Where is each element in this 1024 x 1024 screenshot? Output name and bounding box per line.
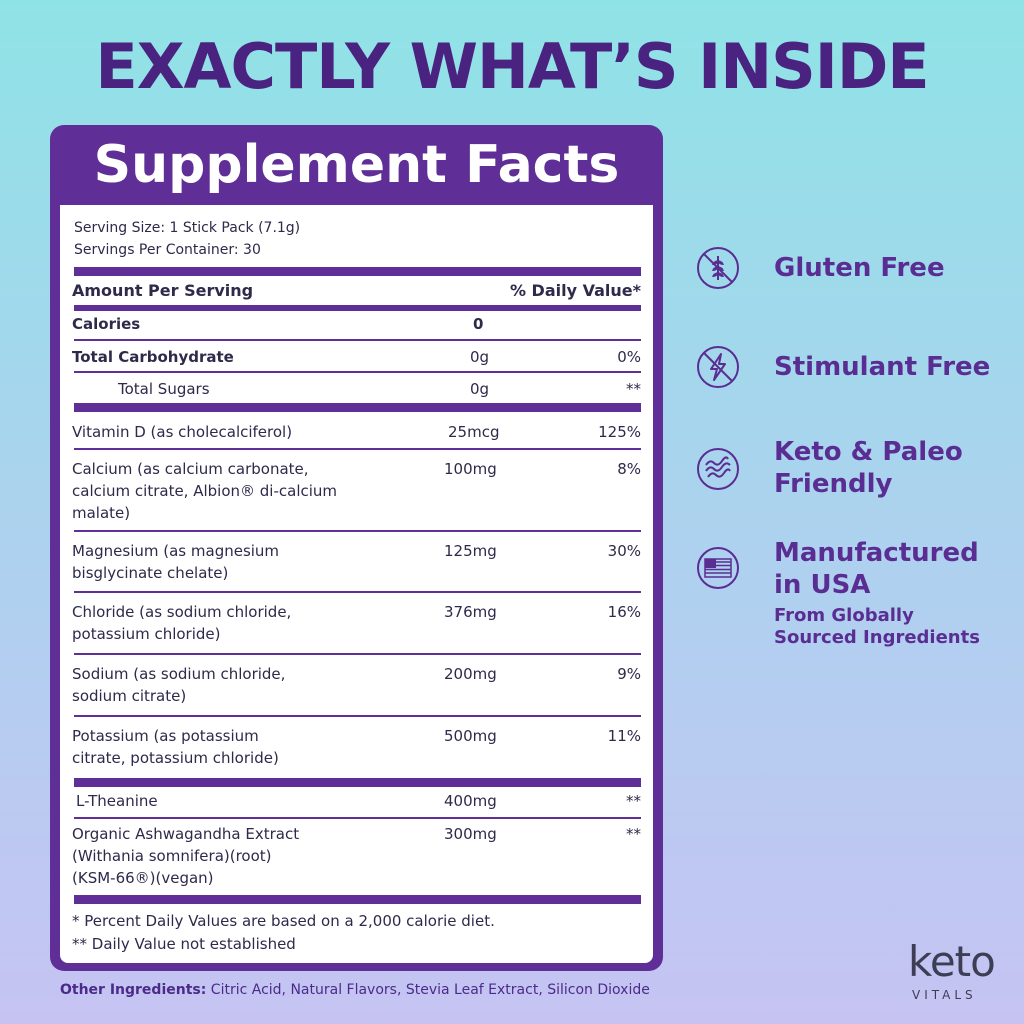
row-amount: 0: [473, 315, 484, 333]
row-dv: 30%: [607, 542, 641, 560]
servings-per-container: Servings Per Container: 30: [74, 242, 261, 258]
header-dv: % Daily Value*: [509, 281, 641, 300]
feature-made-in-usa-sub: From Globally Sourced Ingredients: [774, 605, 980, 649]
row-name-line: (KSM-66®)(vegan): [72, 869, 214, 887]
panel-title: Supplement Facts: [93, 135, 620, 195]
logo-sub-text: VITALS: [912, 988, 977, 1002]
headline: EXACTLY WHAT’S INSIDE: [95, 30, 929, 103]
header-amount: Amount Per Serving: [72, 281, 254, 300]
feature-line: Manufactured: [774, 538, 979, 568]
lightning-crossed-icon: [697, 346, 739, 388]
serving-size: Serving Size: 1 Stick Pack (7.1g): [74, 220, 301, 236]
logo-main-text: keto: [908, 937, 996, 986]
feature-line: Keto & Paleo: [774, 437, 963, 467]
row-name: Organic Ashwagandha Extract (Withania so…: [72, 823, 299, 889]
row-name: Potassium (as potassium citrate, potassi…: [72, 725, 279, 769]
row-amount: 400mg: [444, 792, 497, 810]
brand-logo: keto VITALS: [908, 940, 1008, 1010]
row-amount: 125mg: [444, 542, 497, 560]
row-name: L-Theanine: [76, 792, 158, 810]
row-amount: 500mg: [444, 727, 497, 745]
row-name-line: citrate, potassium chloride): [72, 749, 279, 767]
wheat-crossed-icon: [697, 247, 739, 289]
other-ingredients-text: Citric Acid, Natural Flavors, Stevia Lea…: [206, 982, 650, 998]
row-dv: **: [626, 792, 641, 810]
row-dv: 16%: [607, 603, 641, 621]
row-dv: 11%: [607, 727, 641, 745]
row-name-line: Calcium (as calcium carbonate,: [72, 460, 309, 478]
divider-thin: [74, 817, 641, 819]
row-name-line: Sodium (as sodium chloride,: [72, 665, 286, 683]
row-dv: 8%: [617, 460, 641, 478]
row-name: Magnesium (as magnesium bisglycinate che…: [72, 540, 279, 584]
divider-thin: [74, 371, 641, 373]
row-amount: 100mg: [444, 460, 497, 478]
divider-thin: [74, 653, 641, 655]
row-name: Total Carbohydrate: [72, 348, 234, 366]
row-name-line: Potassium (as potassium: [72, 727, 259, 745]
footnote-not-established: ** Daily Value not established: [72, 935, 296, 953]
row-name: Total Sugars: [118, 380, 210, 398]
row-amount: 300mg: [444, 825, 497, 843]
row-name: Calories: [72, 315, 141, 333]
feature-sub-line: Sourced Ingredients: [774, 627, 980, 648]
panel-body: Serving Size: 1 Stick Pack (7.1g) Servin…: [60, 205, 653, 963]
row-amount: 200mg: [444, 665, 497, 683]
row-name-line: sodium citrate): [72, 687, 187, 705]
row-name: Chloride (as sodium chloride, potassium …: [72, 601, 291, 645]
divider-thick: [74, 305, 641, 311]
row-name-line: bisglycinate chelate): [72, 564, 229, 582]
row-dv: 9%: [617, 665, 641, 683]
row-amount: 0g: [470, 380, 490, 398]
feature-sub-line: From Globally: [774, 605, 914, 626]
row-dv: **: [626, 825, 641, 843]
row-name: Calcium (as calcium carbonate, calcium c…: [72, 458, 337, 524]
row-dv: 125%: [598, 423, 641, 441]
divider-thin: [74, 715, 641, 717]
footnote-dv: * Percent Daily Values are based on a 2,…: [72, 912, 495, 930]
divider-thin: [74, 448, 641, 450]
row-name: Sodium (as sodium chloride, sodium citra…: [72, 663, 285, 707]
row-name: Vitamin D (as cholecalciferol): [72, 423, 293, 441]
row-name-line: potassium chloride): [72, 625, 221, 643]
row-name-line: malate): [72, 504, 131, 522]
row-amount: 376mg: [444, 603, 497, 621]
feature-keto-paleo: Keto & Paleo Friendly: [774, 436, 963, 500]
row-name-line: Organic Ashwagandha Extract: [72, 825, 300, 843]
feature-line: Friendly: [774, 469, 893, 499]
row-dv: **: [626, 380, 641, 398]
other-ingredients-label: Other Ingredients:: [60, 982, 207, 998]
supplement-facts-panel: Supplement Facts Serving Size: 1 Stick P…: [50, 125, 663, 971]
row-dv: 0%: [617, 348, 641, 366]
divider-thin: [74, 530, 641, 532]
row-amount: 25mcg: [448, 423, 500, 441]
row-name-line: (Withania somnifera)(root): [72, 847, 272, 865]
other-ingredients: Other Ingredients: Citric Acid, Natural …: [60, 982, 650, 998]
row-name-line: Chloride (as sodium chloride,: [72, 603, 292, 621]
row-amount: 0g: [470, 348, 490, 366]
feature-made-in-usa: Manufactured in USA: [774, 537, 979, 601]
feature-gluten-free: Gluten Free: [774, 253, 945, 283]
divider-thick: [74, 403, 641, 412]
divider-thin: [74, 339, 641, 341]
row-name-line: Magnesium (as magnesium: [72, 542, 280, 560]
divider-thick: [74, 267, 641, 276]
divider-thick: [74, 895, 641, 904]
row-name-line: calcium citrate, Albion® di-calcium: [72, 482, 338, 500]
usa-flag-icon: [697, 547, 739, 589]
feature-line: in USA: [774, 570, 871, 600]
feature-stimulant-free: Stimulant Free: [774, 352, 991, 382]
bacon-icon: [697, 448, 739, 490]
divider-thin: [74, 591, 641, 593]
divider-thick: [74, 778, 641, 787]
